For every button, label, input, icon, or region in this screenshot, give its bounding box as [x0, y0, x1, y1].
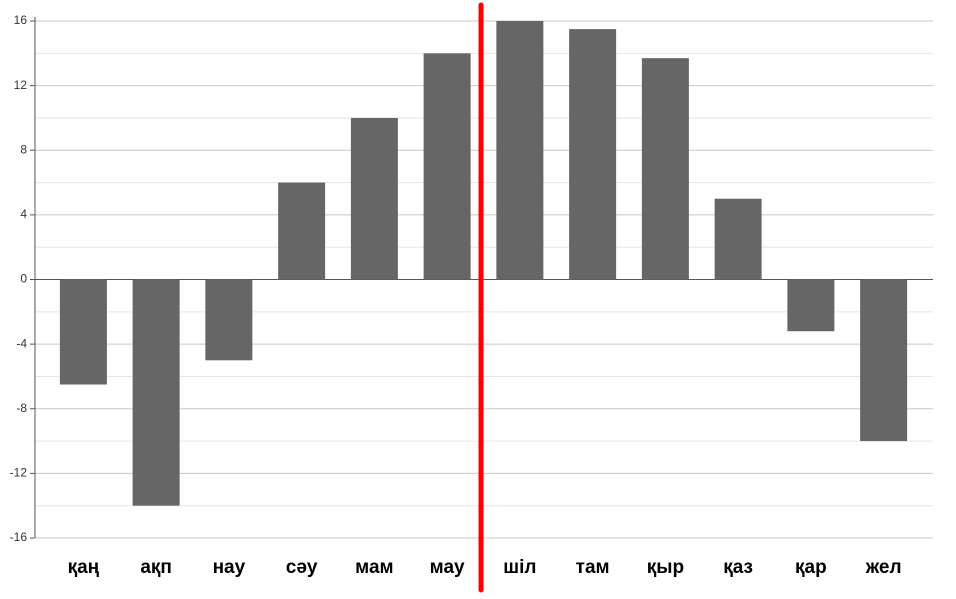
- bar: [59, 279, 107, 385]
- bar: [714, 198, 762, 280]
- x-tick-label: қаз: [723, 557, 753, 578]
- x-tick-label: мау: [430, 557, 465, 578]
- y-tick-label: 16: [14, 13, 28, 27]
- y-tick-label: 0: [20, 272, 27, 286]
- x-tick-label: сәу: [286, 557, 318, 578]
- x-tick-label: қар: [795, 557, 827, 578]
- y-tick-label: -4: [16, 336, 27, 350]
- x-tick-label: қыр: [647, 557, 684, 578]
- bar: [860, 279, 908, 442]
- y-tick-label: -12: [10, 466, 28, 480]
- x-tick-label: там: [576, 557, 610, 578]
- bar: [423, 53, 471, 280]
- bar: [278, 182, 326, 280]
- bar: [787, 279, 835, 332]
- x-tick-label: жел: [865, 557, 902, 578]
- y-tick-label: 8: [20, 142, 27, 156]
- bar: [205, 279, 253, 361]
- y-tick-label: -16: [10, 530, 28, 544]
- x-tick-label: қаң: [68, 557, 100, 578]
- bar: [132, 279, 180, 506]
- bar: [496, 21, 544, 280]
- bar: [569, 29, 617, 280]
- bar: [350, 117, 398, 280]
- bar: [641, 58, 689, 280]
- y-tick-label: 4: [20, 207, 27, 221]
- x-tick-label: мам: [355, 557, 393, 578]
- x-tick-label: нау: [213, 557, 246, 578]
- x-tick-label: шіл: [503, 557, 536, 578]
- y-tick-label: 12: [14, 78, 28, 92]
- x-tick-label: ақп: [140, 557, 172, 578]
- y-tick-label: -8: [16, 401, 27, 415]
